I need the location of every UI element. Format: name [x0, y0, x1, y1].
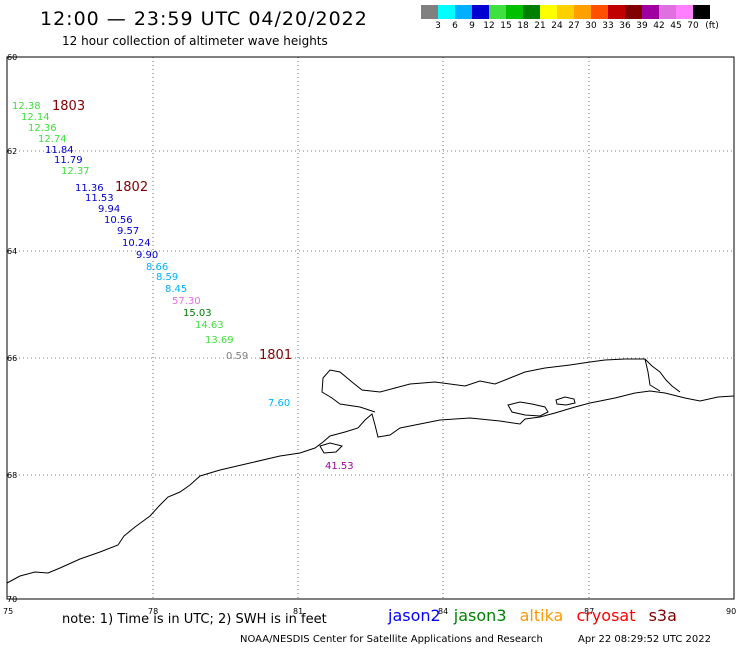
satellite-legend: jason2 jason3 altika cryosat s3a	[388, 606, 685, 625]
scale-label: 36	[619, 21, 631, 31]
color-scale	[421, 5, 710, 19]
graticule	[7, 57, 734, 599]
pass-marker: 1801	[259, 348, 292, 363]
lon-label: 75	[3, 607, 13, 616]
footer-note: note: 1) Time is in UTC; 2) SWH is in fe…	[62, 612, 327, 627]
obs-label: 8.59	[156, 272, 178, 283]
page-title: 12:00 — 23:59 UTC 04/20/2022	[40, 8, 368, 30]
scale-swatch	[472, 5, 489, 19]
obs-label: 57.30	[172, 296, 201, 307]
obs-label: 12.38	[12, 101, 41, 112]
obs-label: 11.53	[85, 193, 114, 204]
map-frame	[6, 56, 735, 600]
scale-label: 39	[636, 21, 648, 31]
lat-label: 66	[7, 354, 17, 363]
scale-swatch	[540, 5, 557, 19]
obs-label: 11.36	[75, 183, 104, 194]
obs-label: 13.69	[205, 335, 234, 346]
scale-label: 3	[435, 21, 441, 31]
scale-label: 24	[551, 21, 563, 31]
scale-label: 33	[602, 21, 614, 31]
generated-timestamp: Apr 22 08:29:52 UTC 2022	[578, 634, 711, 645]
scale-label: 18	[517, 21, 529, 31]
scale-swatch	[557, 5, 574, 19]
island	[555, 396, 576, 406]
lat-label: 68	[7, 471, 17, 480]
lat-labels: 60 62 64 66 68 70	[7, 53, 17, 604]
lat-label: 60	[7, 53, 17, 62]
scale-label: 30	[585, 21, 597, 31]
satellite-s3a: s3a	[648, 606, 677, 625]
scale-label: (ft)	[705, 21, 719, 31]
obs-label: 41.53	[325, 461, 354, 472]
lon-label: 78	[148, 607, 158, 616]
scale-label: 42	[653, 21, 665, 31]
obs-label: 11.84	[45, 145, 74, 156]
scale-swatch	[659, 5, 676, 19]
scale-label: 27	[568, 21, 580, 31]
scale-label: 15	[500, 21, 512, 31]
lat-label: 62	[7, 147, 17, 156]
page-subtitle: 12 hour collection of altimeter wave hei…	[62, 34, 328, 48]
island	[507, 401, 549, 417]
scale-swatch	[608, 5, 625, 19]
scale-label: 6	[452, 21, 458, 31]
island	[319, 442, 343, 454]
scale-swatch	[455, 5, 472, 19]
scale-swatch	[676, 5, 693, 19]
pass-marker: 1803	[52, 99, 85, 114]
scale-swatch	[489, 5, 506, 19]
lon-label: 81	[293, 607, 303, 616]
obs-label: 8.45	[165, 284, 187, 295]
coastline-east	[644, 358, 681, 393]
obs-label: 9.90	[136, 250, 158, 261]
obs-label: 9.94	[98, 204, 120, 215]
observations: 12.38 1803 12.14 12.36 12.74 11.84 11.79…	[12, 99, 354, 472]
scale-swatch	[523, 5, 540, 19]
satellite-altika: altika	[519, 606, 564, 625]
obs-label: 8.66	[146, 262, 168, 273]
coastline-north	[321, 358, 661, 413]
obs-label: 15.03	[183, 308, 212, 319]
coastline-main	[6, 390, 735, 584]
scale-swatch	[574, 5, 591, 19]
obs-label: 7.60	[268, 398, 290, 409]
lon-label: 84	[438, 607, 448, 616]
lon-labels: 75 78 81 84 87 90	[3, 607, 736, 616]
scale-swatch	[591, 5, 608, 19]
obs-label: 10.56	[104, 215, 133, 226]
lat-label: 64	[7, 247, 17, 256]
scale-swatch	[438, 5, 455, 19]
scale-label: 45	[670, 21, 682, 31]
pass-marker: 1802	[115, 180, 148, 195]
obs-label: 12.37	[61, 166, 90, 177]
scale-label: 9	[469, 21, 475, 31]
obs-label: 0.59	[226, 351, 248, 362]
scale-swatch	[642, 5, 659, 19]
obs-label: 11.79	[54, 155, 83, 166]
satellite-cryosat: cryosat	[576, 606, 636, 625]
credit-line: NOAA/NESDIS Center for Satellite Applica…	[240, 634, 543, 645]
obs-label: 9.57	[117, 226, 139, 237]
scale-swatch	[693, 5, 710, 19]
satellite-jason2: jason2	[388, 606, 441, 625]
obs-label: 12.36	[28, 123, 57, 134]
satellite-jason3: jason3	[453, 606, 507, 625]
lon-label: 87	[584, 607, 594, 616]
scale-label: 12	[483, 21, 495, 31]
obs-label: 12.14	[21, 112, 50, 123]
obs-label: 10.24	[122, 238, 151, 249]
obs-label: 12.74	[38, 134, 67, 145]
coastline	[6, 358, 735, 584]
scale-swatch	[506, 5, 523, 19]
scale-swatch	[421, 5, 438, 19]
lat-label: 70	[7, 595, 17, 604]
scale-label: 21	[534, 21, 546, 31]
lon-label: 90	[726, 607, 736, 616]
scale-swatch	[625, 5, 642, 19]
color-scale-labels: 3 6 9 12 15 18 21 24 27 30 33 36 39 42 45 70 (ft)	[421, 21, 740, 33]
scale-label: 70	[687, 21, 699, 31]
obs-label: 14.63	[195, 320, 224, 331]
